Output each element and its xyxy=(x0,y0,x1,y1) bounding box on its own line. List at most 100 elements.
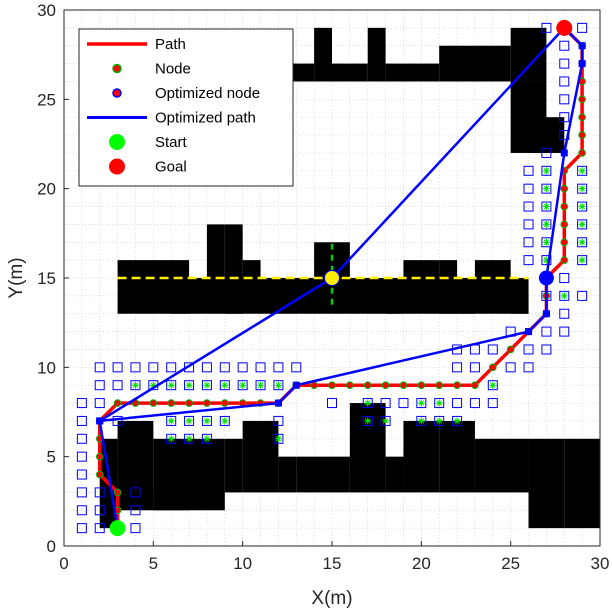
explored-node-star xyxy=(578,256,586,264)
visited-node xyxy=(559,273,570,283)
visited-node xyxy=(541,147,552,158)
visited-node xyxy=(523,362,534,373)
y-tick-label: 0 xyxy=(47,537,56,556)
obstacle-block xyxy=(224,295,243,314)
visited-node xyxy=(559,58,570,69)
obstacle-block xyxy=(385,456,404,493)
explored-node-box xyxy=(201,433,212,444)
obstacle-block xyxy=(474,260,511,278)
visited-node xyxy=(523,255,534,266)
explored-node-box xyxy=(416,398,427,409)
y-tick-label: 15 xyxy=(37,269,56,288)
explored-node xyxy=(362,415,373,426)
visited-node xyxy=(76,398,87,409)
visited-node xyxy=(130,362,141,373)
explored-node-star xyxy=(417,417,425,425)
legend: Path Node Optimized node Optimized path Star… xyxy=(78,28,294,187)
optimized-path-node xyxy=(274,399,282,407)
explored-node-box xyxy=(362,415,373,426)
explored-node-star xyxy=(364,399,372,407)
visited-node xyxy=(76,451,87,462)
explored-node-star xyxy=(185,417,193,425)
obstacle-block xyxy=(403,260,440,278)
visited-node xyxy=(541,326,552,337)
obstacle-block xyxy=(117,420,154,511)
visited-node xyxy=(541,22,552,33)
explored-node-box xyxy=(541,201,552,212)
y-axis-label: Y(m) xyxy=(6,257,27,298)
visited-node xyxy=(255,362,266,373)
visited-node xyxy=(112,415,123,426)
explored-node-box xyxy=(452,415,463,426)
path-node xyxy=(560,238,569,247)
path-node xyxy=(328,381,336,390)
explored-node-box xyxy=(184,433,195,444)
explored-node xyxy=(541,255,552,266)
explored-node-star xyxy=(167,417,175,425)
path-node xyxy=(113,488,122,497)
visited-node xyxy=(523,201,534,212)
visited-node xyxy=(166,362,177,373)
explored-node-star xyxy=(435,417,443,425)
explored-node-star xyxy=(542,203,550,211)
explored-node xyxy=(577,165,588,176)
explored-node xyxy=(577,201,588,212)
explored-node xyxy=(577,237,588,248)
y-tick-label: 10 xyxy=(37,358,56,377)
explored-node-star xyxy=(578,203,586,211)
visited-node xyxy=(559,40,570,51)
explored-node-star xyxy=(203,417,211,425)
obstacle-block xyxy=(224,224,243,278)
path-node xyxy=(435,381,444,390)
visited-node xyxy=(469,398,480,409)
explored-node xyxy=(416,415,427,426)
visited-node xyxy=(76,505,87,516)
explored-node xyxy=(541,219,552,230)
path-node xyxy=(417,381,426,390)
path-node xyxy=(560,256,569,264)
explored-node-star xyxy=(578,167,586,175)
visited-node xyxy=(559,308,570,319)
obstacle-block xyxy=(206,224,225,278)
obstacle-block xyxy=(117,260,190,278)
explored-node xyxy=(273,380,284,391)
y-tick-label: 20 xyxy=(37,180,56,199)
explored-node-star xyxy=(257,381,265,389)
explored-node xyxy=(219,380,230,391)
visited-node xyxy=(505,362,516,373)
x-tick-label: 25 xyxy=(501,554,520,573)
obstacle-block xyxy=(153,492,190,511)
path-node xyxy=(346,381,354,390)
optimized-path-node xyxy=(96,417,104,425)
explored-node-box xyxy=(166,380,177,391)
visited-node xyxy=(148,362,159,373)
x-tick-label: 15 xyxy=(323,554,342,573)
visited-node xyxy=(94,362,105,373)
visited-node xyxy=(487,398,498,409)
y-tick-label: 30 xyxy=(37,1,56,20)
visited-node xyxy=(523,219,534,230)
x-tick-label: 30 xyxy=(591,554,610,573)
explored-node xyxy=(184,433,195,444)
obstacle-block xyxy=(474,438,529,493)
y-tick-label: 5 xyxy=(47,448,56,467)
obstacle-block xyxy=(296,456,350,493)
path-node xyxy=(363,381,372,390)
visited-node xyxy=(237,362,248,373)
path-node xyxy=(578,95,586,104)
explored-node-box xyxy=(166,415,177,426)
legend-entry: Start xyxy=(109,134,188,151)
visited-node xyxy=(559,326,570,337)
explored-node xyxy=(201,433,212,444)
explored-node-star xyxy=(185,381,193,389)
y-tick-label: 25 xyxy=(37,90,56,109)
explored-node xyxy=(130,380,141,391)
legend-label: Node xyxy=(155,61,191,78)
explored-node xyxy=(237,380,248,391)
obstacle-block xyxy=(439,45,511,82)
visited-node xyxy=(523,344,534,355)
goal-marker xyxy=(556,19,573,36)
legend-entry: Path xyxy=(87,36,186,53)
explored-node xyxy=(380,415,391,426)
visited-node xyxy=(291,362,302,373)
